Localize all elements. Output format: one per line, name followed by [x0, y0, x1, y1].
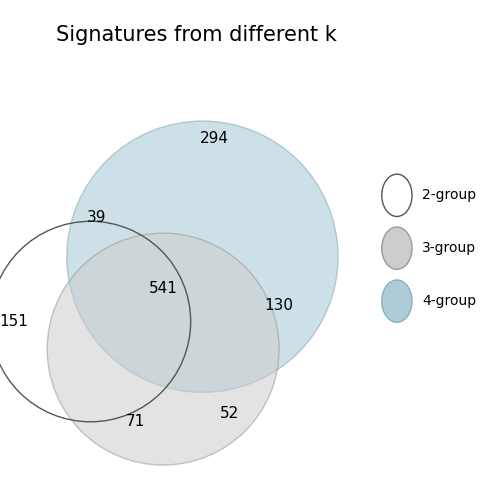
Text: 71: 71 [126, 414, 145, 429]
Text: Signatures from different k: Signatures from different k [56, 25, 337, 45]
Circle shape [382, 227, 412, 270]
Circle shape [382, 174, 412, 217]
Text: 130: 130 [265, 298, 294, 313]
Text: 39: 39 [87, 210, 106, 225]
Text: 541: 541 [149, 281, 177, 296]
Text: 4-group: 4-group [422, 294, 476, 308]
Circle shape [67, 121, 338, 392]
Text: 294: 294 [200, 131, 229, 146]
Text: 2-group: 2-group [422, 188, 476, 202]
Text: 3-group: 3-group [422, 241, 476, 255]
Circle shape [47, 233, 279, 465]
Circle shape [382, 280, 412, 323]
Text: 151: 151 [0, 314, 28, 329]
Text: 52: 52 [220, 406, 239, 421]
